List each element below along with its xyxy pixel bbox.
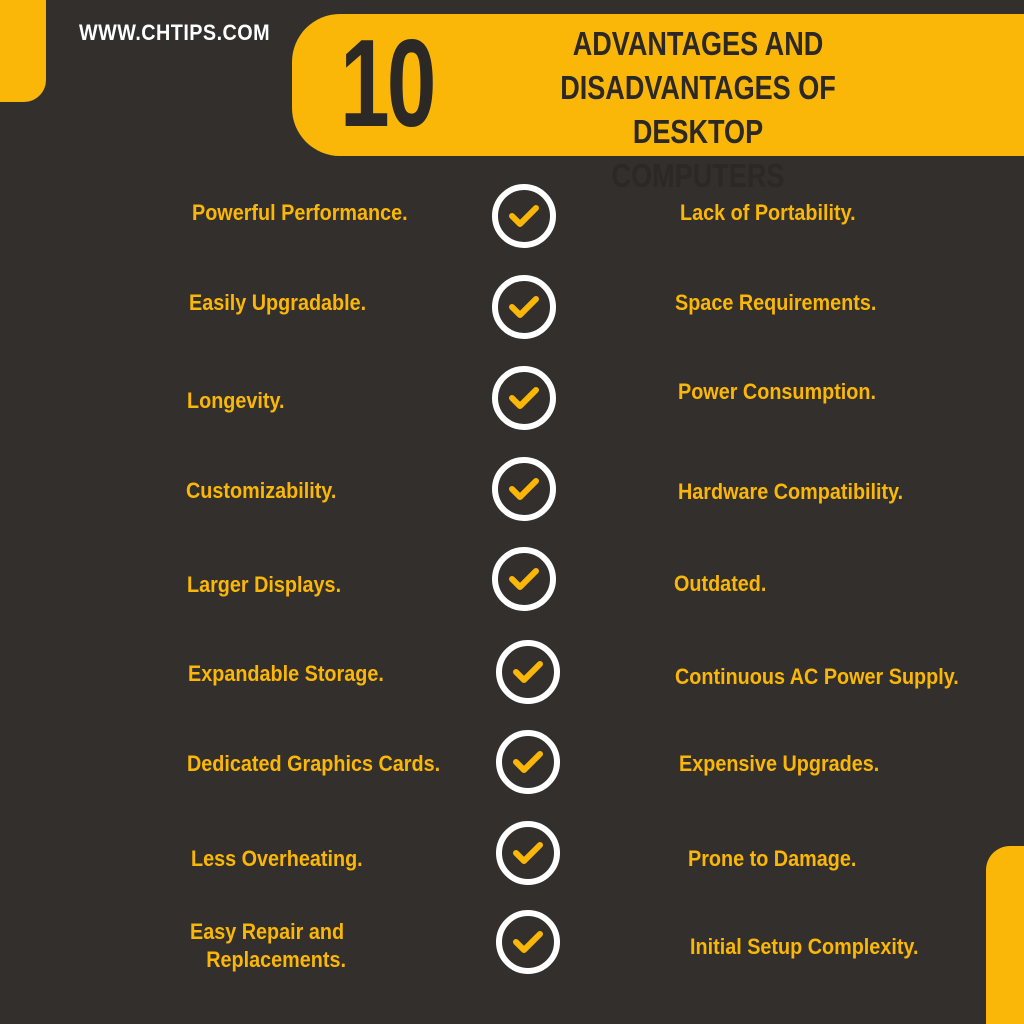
banner-title-line-1: ADVANTAGES AND [572,25,824,62]
advantage-item: Powerful Performance. [192,200,408,225]
banner-title-line-2: DISADVANTAGES OF DESKTOP [560,69,836,150]
disadvantage-item: Power Consumption. [678,379,876,404]
disadvantage-item: Space Requirements. [675,290,877,315]
comparison-row: Expandable Storage. Continuous AC Power … [0,638,1024,710]
check-circle-icon [492,547,556,611]
comparison-row: Easily Upgradable. Space Requirements. [0,273,1024,345]
advantage-item: Less Overheating. [191,846,363,871]
advantage-item: Easily Upgradable. [189,290,367,315]
advantage-item-line-2: Replacements. [206,947,346,972]
corner-accent-top-left [0,0,46,102]
disadvantage-item: Expensive Upgrades. [679,751,880,776]
disadvantage-item: Initial Setup Complexity. [690,934,919,959]
comparison-row: Easy Repair and Replacements. Initial Se… [0,908,1024,984]
banner-title-line-3: COMPUTERS [611,157,785,194]
advantage-item: Dedicated Graphics Cards. [187,751,441,776]
disadvantage-item: Lack of Portability. [680,200,856,225]
site-url: WWW.CHTIPS.COM [79,20,271,45]
check-circle-icon [492,366,556,430]
comparison-row: Larger Displays. Outdated. [0,545,1024,617]
banner-number: 10 [340,15,436,153]
title-banner: 10 ADVANTAGES AND DISADVANTAGES OF DESKT… [292,14,1024,194]
banner-title: ADVANTAGES AND DISADVANTAGES OF DESKTOP … [526,22,870,198]
advantage-item: Expandable Storage. [188,661,384,686]
disadvantage-item: Hardware Compatibility. [678,479,904,504]
advantage-item: Longevity. [187,388,285,413]
advantage-item: Customizability. [186,478,337,503]
check-circle-icon [492,184,556,248]
comparison-row: Dedicated Graphics Cards. Expensive Upgr… [0,728,1024,800]
comparison-row: Longevity. Power Consumption. [0,364,1024,436]
check-circle-icon [496,821,560,885]
check-circle-icon [496,640,560,704]
check-circle-icon [492,457,556,521]
advantage-item: Larger Displays. [187,572,342,597]
disadvantage-item: Prone to Damage. [688,846,857,871]
comparison-row: Less Overheating. Prone to Damage. [0,819,1024,891]
check-circle-icon [496,910,560,974]
advantage-item-line-1: Easy Repair and [190,919,345,944]
comparison-row: Customizability. Hardware Compatibility. [0,455,1024,527]
advantage-item: Easy Repair and Replacements. [190,918,460,974]
corner-accent-bottom-right [986,846,1024,1024]
disadvantage-item: Continuous AC Power Supply. [675,664,959,689]
check-circle-icon [496,730,560,794]
comparison-row: Powerful Performance. Lack of Portabilit… [0,182,1024,254]
check-circle-icon [492,275,556,339]
disadvantage-item: Outdated. [674,571,767,596]
